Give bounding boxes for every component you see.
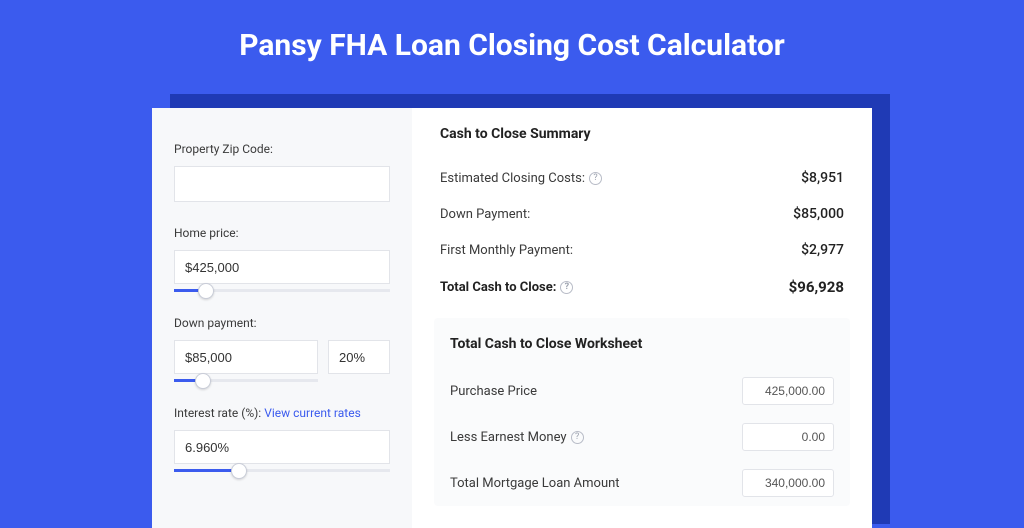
worksheet-row: Less Earnest Money? — [450, 414, 834, 460]
zip-label: Property Zip Code: — [174, 142, 390, 156]
worksheet-row-label: Purchase Price — [450, 384, 537, 399]
summary-row-label: Estimated Closing Costs:? — [440, 171, 602, 186]
summary-row-value: $2,977 — [801, 242, 844, 258]
summary-row-value: $8,951 — [801, 170, 844, 186]
summary-row-label: Total Cash to Close:? — [440, 280, 573, 295]
summary-row-value: $96,928 — [789, 278, 844, 296]
summary-row-label: First Monthly Payment: — [440, 243, 573, 258]
help-icon[interactable]: ? — [560, 281, 573, 294]
worksheet-row: Total Mortgage Loan Amount — [450, 460, 834, 506]
worksheet-row-value[interactable] — [742, 469, 834, 497]
worksheet-row-label: Total Mortgage Loan Amount — [450, 476, 620, 491]
inputs-panel: Property Zip Code: Home price: Down paym… — [152, 108, 412, 528]
downpayment-label: Down payment: — [174, 316, 390, 330]
calculator-card: Property Zip Code: Home price: Down paym… — [152, 108, 872, 528]
page-title: Pansy FHA Loan Closing Cost Calculator — [0, 0, 1024, 87]
summary-row: Estimated Closing Costs:? $8,951 — [434, 160, 850, 196]
rate-slider-wrap — [174, 430, 390, 472]
downpayment-pct-input[interactable] — [328, 340, 390, 374]
summary-row: Total Cash to Close:? $96,928 — [434, 268, 850, 306]
worksheet-panel: Total Cash to Close Worksheet Purchase P… — [434, 318, 850, 506]
zip-input[interactable] — [174, 166, 390, 202]
worksheet-rows: Purchase Price Less Earnest Money? Total M… — [450, 368, 834, 506]
summary-row-label: Down Payment: — [440, 207, 530, 222]
downpayment-slider-wrap — [174, 340, 318, 382]
help-icon[interactable]: ? — [571, 431, 584, 444]
worksheet-row-value[interactable] — [742, 423, 834, 451]
rate-label: Interest rate (%): — [174, 406, 261, 420]
summary-row: First Monthly Payment: $2,977 — [434, 232, 850, 268]
rate-slider-thumb[interactable] — [231, 463, 247, 479]
summary-rows: Estimated Closing Costs:? $8,951 Down Paym… — [434, 160, 850, 306]
downpayment-input[interactable] — [174, 340, 318, 374]
view-rates-link[interactable]: View current rates — [264, 406, 361, 420]
summary-row: Down Payment: $85,000 — [434, 196, 850, 232]
rate-slider-fill — [174, 469, 239, 472]
worksheet-title: Total Cash to Close Worksheet — [450, 336, 834, 352]
rate-label-row: Interest rate (%): View current rates — [174, 406, 390, 420]
worksheet-row: Purchase Price — [450, 368, 834, 414]
results-panel: Cash to Close Summary Estimated Closing … — [412, 108, 872, 528]
summary-row-value: $85,000 — [793, 206, 844, 222]
summary-title: Cash to Close Summary — [434, 126, 850, 142]
worksheet-row-label: Less Earnest Money? — [450, 430, 584, 445]
downpayment-slider-thumb[interactable] — [195, 373, 211, 389]
homeprice-label: Home price: — [174, 226, 390, 240]
homeprice-slider-wrap — [174, 250, 390, 292]
worksheet-row-value[interactable] — [742, 377, 834, 405]
rate-input[interactable] — [174, 430, 390, 464]
help-icon[interactable]: ? — [589, 172, 602, 185]
homeprice-input[interactable] — [174, 250, 390, 284]
homeprice-slider-thumb[interactable] — [198, 283, 214, 299]
